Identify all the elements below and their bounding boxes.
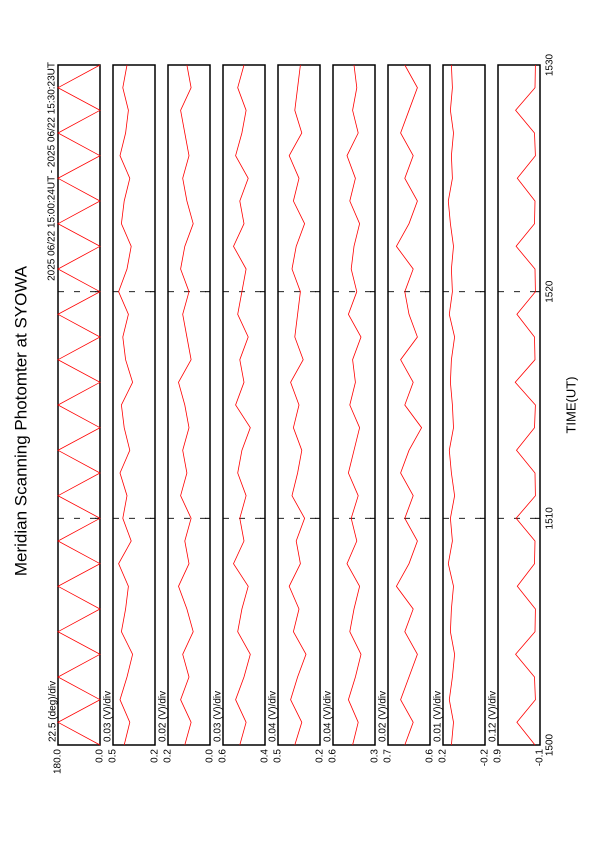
panel-frame: [497, 64, 541, 746]
trace: [514, 64, 536, 746]
scale-label: 22.5 (deg)/div: [48, 681, 59, 742]
y-tick-label: 0.0: [95, 749, 106, 763]
y-tick-label: 0.2: [438, 749, 449, 763]
time-range: 2025 06/22 15:00:24UT - 2025 06/22 15:30…: [47, 62, 58, 281]
scale-label: 0.12 (V)/div: [488, 691, 499, 742]
trace: [447, 64, 456, 746]
y-tick-label: 0.6: [425, 749, 436, 763]
panel-frame: [332, 64, 376, 746]
trace: [288, 64, 307, 746]
y-tick-label: 180.0: [53, 749, 64, 774]
y-tick-label: 0.2: [150, 749, 161, 763]
y-tick-label: 0.2: [315, 749, 326, 763]
x-tick-label: 1520: [545, 280, 556, 303]
scale-label: 0.04 (V)/div: [323, 691, 334, 742]
scale-label: 0.02 (V)/div: [158, 691, 169, 742]
trace: [233, 64, 251, 746]
y-tick-label: 0.6: [218, 749, 229, 763]
trace: [178, 64, 194, 746]
trace: [57, 64, 101, 746]
x-axis-label: TIME(UT): [563, 376, 578, 433]
y-tick-label: 0.6: [328, 749, 339, 763]
y-tick-label: 0.4: [260, 749, 271, 763]
scale-label: 0.03 (V)/div: [213, 691, 224, 742]
panel-frame: [167, 64, 211, 746]
x-tick-label: 1500: [545, 733, 556, 756]
x-tick-label: 1510: [545, 507, 556, 530]
y-tick-label: 0.5: [108, 749, 119, 763]
y-tick-label: -0.2: [480, 749, 491, 767]
scale-label: 0.02 (V)/div: [378, 691, 389, 742]
y-tick-label: 0.3: [370, 749, 381, 763]
scale-label: 0.01 (V)/div: [433, 691, 444, 742]
chart-title: Meridian Scanning Photomter at SYOWA: [11, 265, 30, 576]
panel-frame: [112, 64, 156, 746]
y-tick-label: 0.7: [383, 749, 394, 763]
y-tick-label: 0.5: [273, 749, 284, 763]
trace: [395, 64, 423, 746]
y-tick-label: 0.9: [493, 749, 504, 763]
rotated-plot: Meridian Scanning Photomter at SYOWA 202…: [11, 53, 578, 774]
trace: [346, 64, 362, 746]
scale-label: 0.04 (V)/div: [268, 691, 279, 742]
scale-label: 0.03 (V)/div: [103, 691, 114, 742]
y-tick-label: -0.1: [535, 749, 546, 767]
trace: [118, 64, 134, 746]
y-tick-label: 0.0: [205, 749, 216, 763]
y-tick-label: 0.2: [163, 749, 174, 763]
x-tick-label: 1530: [545, 53, 556, 76]
panel-frame: [442, 64, 486, 746]
